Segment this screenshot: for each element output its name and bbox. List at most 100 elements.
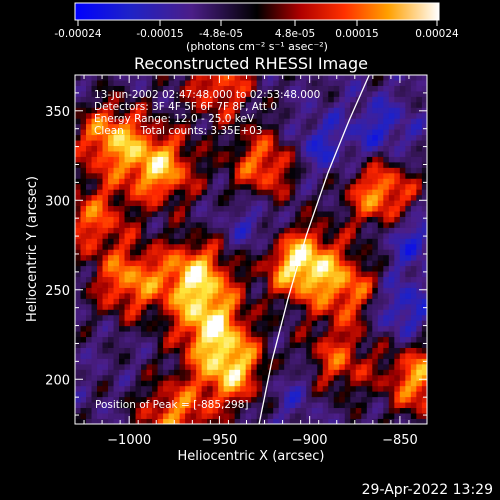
heatmap-cell: [251, 75, 258, 81]
heatmap-cell: [75, 145, 81, 152]
heatmap-cell: [102, 118, 109, 125]
heatmap-cell: [317, 222, 324, 228]
heatmap-cell: [361, 91, 368, 97]
heatmap-cell: [273, 282, 280, 288]
heatmap-cell: [399, 265, 406, 272]
heatmap-cell: [223, 374, 230, 381]
heatmap-cell: [262, 276, 269, 283]
heatmap-cell: [201, 374, 208, 381]
heatmap-cell: [399, 227, 406, 234]
heatmap-cell: [344, 396, 351, 403]
heatmap-cell: [355, 227, 362, 234]
heatmap-cell: [234, 363, 241, 370]
heatmap-cell: [212, 80, 219, 86]
heatmap-cell: [124, 118, 131, 125]
heatmap-cell: [75, 314, 81, 321]
heatmap-cell: [350, 363, 357, 370]
heatmap-cell: [399, 331, 406, 338]
heatmap-cell: [350, 200, 357, 207]
heatmap-cell: [366, 363, 373, 370]
heatmap-cell: [300, 249, 307, 256]
heatmap-cell: [333, 205, 340, 212]
heatmap-cell: [300, 140, 307, 147]
heatmap-cell: [350, 342, 357, 348]
heatmap-cell: [190, 101, 197, 108]
heatmap-cell: [394, 172, 401, 179]
heatmap-cell: [207, 309, 214, 316]
heatmap-cell: [306, 183, 313, 190]
heatmap-cell: [185, 178, 192, 185]
heatmap-cell: [190, 156, 197, 163]
heatmap-cell: [229, 96, 236, 103]
heatmap-cell: [278, 276, 285, 283]
heatmap-cell: [86, 80, 92, 86]
heatmap-cell: [372, 347, 379, 354]
heatmap-cell: [328, 101, 335, 108]
heatmap-cell: [278, 145, 285, 152]
heatmap-cell: [300, 396, 307, 403]
heatmap-cell: [350, 183, 357, 190]
heatmap-cell: [218, 200, 225, 207]
heatmap-cell: [201, 287, 208, 294]
heatmap-cell: [179, 396, 186, 403]
heatmap-cell: [256, 134, 263, 141]
heatmap-cell: [289, 101, 296, 108]
heatmap-cell: [344, 222, 351, 228]
heatmap-cell: [300, 211, 307, 217]
heatmap-cell: [405, 402, 412, 409]
heatmap-cell: [97, 238, 103, 245]
heatmap-cell: [405, 292, 412, 299]
heatmap-cell: [344, 265, 351, 272]
heatmap-cell: [135, 156, 142, 163]
heatmap-cell: [394, 353, 401, 359]
heatmap-cell: [405, 189, 412, 196]
heatmap-cell: [251, 380, 258, 387]
heatmap-cell: [207, 200, 214, 207]
heatmap-cell: [251, 418, 258, 424]
heatmap-cell: [289, 232, 296, 239]
heatmap-cell: [97, 85, 103, 92]
heatmap-cell: [207, 276, 214, 283]
heatmap-cell: [130, 249, 136, 256]
heatmap-cell: [229, 260, 236, 267]
heatmap-cell: [229, 265, 236, 272]
heatmap-cell: [218, 396, 225, 403]
heatmap-cell: [311, 402, 318, 409]
heatmap-cell: [124, 194, 131, 201]
heatmap-cell: [350, 347, 357, 354]
heatmap-cell: [157, 407, 164, 414]
heatmap-cell: [355, 216, 362, 223]
heatmap-cell: [405, 320, 412, 327]
heatmap-cell: [300, 353, 307, 359]
heatmap-cell: [311, 91, 318, 97]
heatmap-cell: [91, 167, 98, 174]
heatmap-cell: [229, 271, 236, 278]
heatmap-cell: [350, 96, 357, 103]
heatmap-cell: [119, 292, 125, 299]
heatmap-cell: [317, 292, 324, 299]
heatmap-cell: [416, 222, 423, 228]
heatmap-cell: [130, 407, 136, 414]
heatmap-cell: [201, 238, 208, 245]
heatmap-cell: [333, 336, 340, 343]
heatmap-cell: [234, 314, 241, 321]
heatmap-cell: [322, 216, 329, 223]
heatmap-cell: [344, 129, 351, 136]
heatmap-cell: [152, 391, 158, 398]
heatmap-cell: [80, 140, 87, 147]
heatmap-cell: [157, 178, 164, 185]
heatmap-cell: [75, 118, 81, 125]
heatmap-cell: [333, 391, 340, 398]
heatmap-cell: [300, 402, 307, 409]
heatmap-cell: [152, 243, 158, 250]
heatmap-cell: [80, 353, 87, 359]
heatmap-cell: [212, 325, 219, 332]
heatmap-cell: [350, 85, 357, 92]
heatmap-cell: [196, 91, 203, 97]
heatmap-cell: [372, 292, 379, 299]
heatmap-cell: [361, 222, 368, 228]
heatmap-cell: [262, 91, 269, 97]
heatmap-cell: [416, 385, 423, 392]
heatmap-cell: [394, 134, 401, 141]
heatmap-cell: [344, 298, 351, 305]
